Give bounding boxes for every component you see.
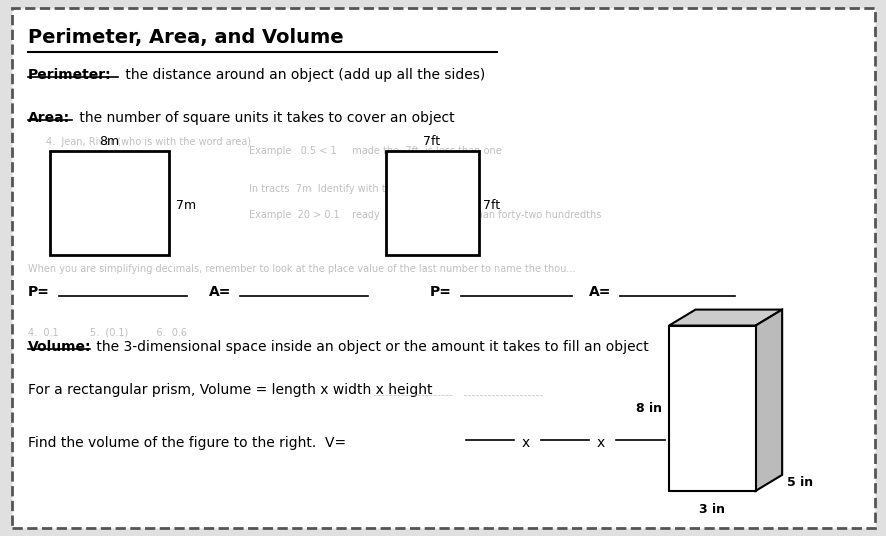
Text: 7ft: 7ft [483,198,500,212]
Text: P=: P= [27,285,50,299]
Text: Perimeter:: Perimeter: [27,68,112,82]
Text: Example  20 > 0.1    ready  twenty is greater than forty-two hundredths: Example 20 > 0.1 ready twenty is greater… [249,211,601,220]
Text: Volume:: Volume: [27,340,91,354]
Polygon shape [668,310,781,325]
Text: 5 in: 5 in [787,477,812,489]
Text: For a rectangular prism, Volume = length x width x height: For a rectangular prism, Volume = length… [27,383,432,397]
Text: Find the volume of the figure to the right.  V=: Find the volume of the figure to the rig… [27,436,350,450]
Text: When you are simplifying decimals, remember to look at the place value of the la: When you are simplifying decimals, remem… [27,264,575,274]
Text: P=: P= [430,285,452,299]
Bar [50,151,169,255]
Text: 8 in: 8 in [635,402,661,415]
Text: the number of square units it takes to cover an object: the number of square units it takes to c… [74,111,454,125]
Text: A=: A= [588,285,611,299]
Text: 4.  0.1          5.  (0.1)         6.  0.6: 4. 0.1 5. (0.1) 6. 0.6 [27,327,187,338]
Text: Area:: Area: [27,111,70,125]
Text: 8m: 8m [99,135,120,148]
Text: the 3-dimensional space inside an object or the amount it takes to fill an objec: the 3-dimensional space inside an object… [92,340,649,354]
Text: the distance around an object (add up all the sides): the distance around an object (add up al… [120,68,485,82]
Text: 7ft: 7ft [423,135,440,148]
Text: In tracts  7m  Identify with the key sides: In tracts 7m Identify with the key sides [249,184,446,193]
Text: =: = [671,436,682,450]
Text: x: x [521,436,529,450]
Text: x: x [595,436,604,450]
Text: 4.  Jean, River (who is with the word area): 4. Jean, River (who is with the word are… [45,137,251,147]
Text: Perimeter, Area, and Volume: Perimeter, Area, and Volume [27,28,343,47]
Text: Example   0.5 < 1     made the  7ft  is less than one: Example 0.5 < 1 made the 7ft is less tha… [249,146,501,157]
Text: 3 in: 3 in [698,503,725,516]
Text: --------------------   --------------------: -------------------- -------------------… [372,390,542,399]
Text: A=: A= [209,285,231,299]
Polygon shape [755,310,781,491]
Polygon shape [668,325,755,491]
Text: 7m: 7m [175,198,196,212]
Bar [385,151,478,255]
FancyBboxPatch shape [12,8,874,528]
